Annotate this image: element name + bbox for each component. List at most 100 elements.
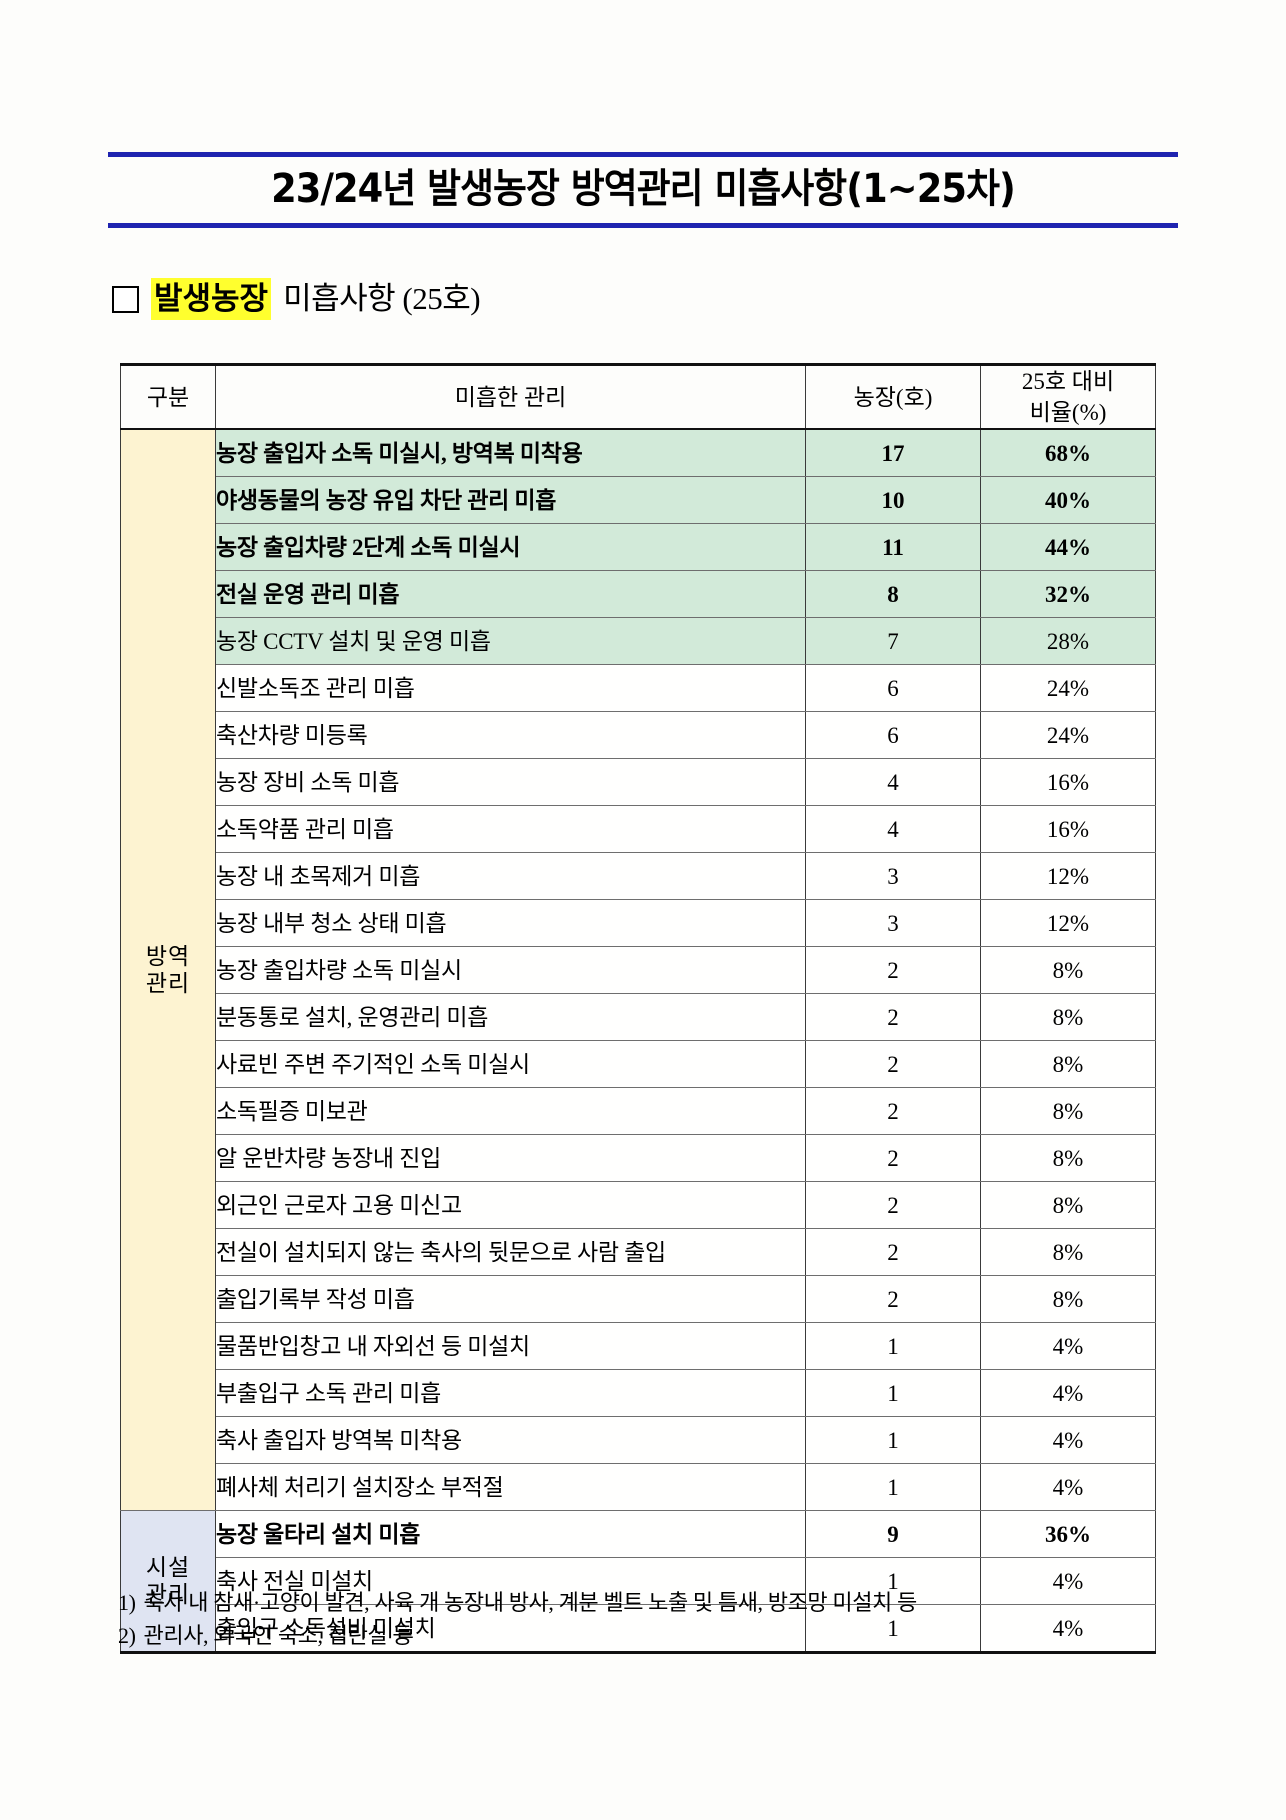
cell-farms: 10 [805,476,981,524]
cell-item: 외근인 근로자 고용 미신고 [215,1181,806,1229]
cell-farms: 1 [805,1604,981,1653]
cell-ratio: 24% [980,664,1156,712]
table-row: 폐사체 처리기 설치장소 부적절 1 4% [121,1463,1156,1511]
cell-farms: 1 [805,1416,981,1464]
footnotes: 1) 축사 내 참새·고양이 발견, 사육 개 농장내 방사, 계분 벨트 노출 … [118,1586,1178,1652]
cell-ratio: 8% [980,1040,1156,1088]
category-label-line1: 방역 [145,944,191,969]
category-label-line2: 관리 [145,971,191,996]
table-row: 신발소독조 관리 미흡 6 24% [121,664,1156,712]
cell-ratio: 8% [980,1228,1156,1276]
footnote-number: 2) [118,1623,136,1648]
cell-ratio: 12% [980,852,1156,900]
table-row: 시설 관리 농장 울타리 설치 미흡 9 36% [120,1510,1156,1653]
cell-ratio: 8% [980,993,1156,1041]
cell-farms: 2 [805,1087,981,1135]
cell-item: 부출입구 소독 관리 미흡 [215,1369,806,1417]
table-row: 출입기록부 작성 미흡 2 8% [121,1275,1156,1323]
footnote-text: 관리사, 외국인 숙소, 집란실 등 [143,1623,413,1648]
cell-item: 소독필증 미보관 [215,1087,806,1135]
header-ratio: 25호 대비 비율(%) [980,364,1156,430]
cell-farms: 4 [805,805,981,853]
cell-item: 농장 내부 청소 상태 미흡 [215,899,806,947]
cell-ratio: 8% [980,1087,1156,1135]
table-row: 농장 출입차량 소독 미실시 2 8% [121,946,1156,994]
cell-ratio: 16% [980,758,1156,806]
cell-ratio: 4% [980,1463,1156,1511]
table-row: 출입구 소독설비 미설치 1 4% [121,1604,1156,1653]
table-row: 소독필증 미보관 2 8% [121,1087,1156,1135]
subheading-highlight: 발생농장 [151,278,272,320]
category-label-line2: 관리 [145,1582,191,1607]
table-head: 구분 미흡한 관리 농장(호) 25호 대비 비율(%) [120,364,1156,430]
cell-farms: 1 [805,1557,981,1605]
table-row: 방역 관리 농장 출입자 소독 미실시, 방역복 미착용 17 68% [120,428,1156,1511]
cell-ratio: 28% [980,617,1156,665]
cell-item: 농장 CCTV 설치 및 운영 미흡 [215,617,806,665]
cell-farms: 17 [805,428,981,477]
cell-item: 전실 운영 관리 미흡 [215,570,806,618]
table-row: 외근인 근로자 고용 미신고 2 8% [121,1181,1156,1229]
deficiency-table: 구분 미흡한 관리 농장(호) 25호 대비 비율(%) 방역 관리 농장 출입자 … [120,363,1156,1654]
table-row: 축사 출입자 방역복 미착용 1 4% [121,1416,1156,1464]
title-block: 23/24년 발생농장 방역관리 미흡사항(1~25차) [108,152,1178,228]
cell-farms: 6 [805,664,981,712]
subheading-rest: 미흡사항 (25호) [283,281,481,316]
cell-item: 신발소독조 관리 미흡 [215,664,806,712]
category-cell-bangyeok: 방역 관리 [120,428,216,1511]
cell-ratio: 8% [980,1134,1156,1182]
cell-ratio: 68% [980,428,1156,477]
header-ratio-line1: 25호 대비 [1021,369,1115,394]
empty-square-icon [112,285,139,313]
cell-ratio: 4% [980,1322,1156,1370]
header-farms: 농장(호) [805,364,981,430]
cell-item: 소독약품 관리 미흡 [215,805,806,853]
deficiency-table-wrap: 구분 미흡한 관리 농장(호) 25호 대비 비율(%) 방역 관리 농장 출입자 … [120,363,1156,1654]
table-row: 사료빈 주변 주기적인 소독 미실시 2 8% [121,1040,1156,1088]
cell-farms: 1 [805,1322,981,1370]
table-row: 전실이 설치되지 않는 축사의 뒷문으로 사람 출입 2 8% [121,1228,1156,1276]
cell-item: 농장 출입자 소독 미실시, 방역복 미착용 [215,428,806,477]
cell-farms: 8 [805,570,981,618]
cell-farms: 2 [805,1275,981,1323]
cell-ratio: 8% [980,946,1156,994]
cell-farms: 2 [805,1181,981,1229]
footnote-line: 1) 축사 내 참새·고양이 발견, 사육 개 농장내 방사, 계분 벨트 노출 … [118,1586,1178,1619]
cell-farms: 2 [805,1134,981,1182]
cell-farms: 3 [805,899,981,947]
cell-item: 야생동물의 농장 유입 차단 관리 미흡 [215,476,806,524]
table-row: 부출입구 소독 관리 미흡 1 4% [121,1369,1156,1417]
cell-item: 축산차량 미등록 [215,711,806,759]
cell-farms: 11 [805,523,981,571]
table-row: 농장 내 초목제거 미흡 3 12% [121,852,1156,900]
cell-item: 물품반입창고 내 자외선 등 미설치 [215,1322,806,1370]
cell-ratio: 4% [980,1369,1156,1417]
footnote-line: 2) 관리사, 외국인 숙소, 집란실 등 [118,1619,1178,1652]
cell-ratio: 4% [980,1604,1156,1653]
cell-item: 출입구 소독설비 미설치 [215,1604,806,1653]
table-row: 전실 운영 관리 미흡 8 32% [121,570,1156,618]
table-row: 물품반입창고 내 자외선 등 미설치 1 4% [121,1322,1156,1370]
table-row: 농장 장비 소독 미흡 4 16% [121,758,1156,806]
table-header-row: 구분 미흡한 관리 농장(호) 25호 대비 비율(%) [120,364,1156,430]
category-cell-siseol: 시설 관리 [120,1510,216,1653]
cell-item: 농장 내 초목제거 미흡 [215,852,806,900]
table-row: 소독약품 관리 미흡 4 16% [121,805,1156,853]
cell-item: 농장 울타리 설치 미흡 [215,1510,806,1558]
cell-ratio: 32% [980,570,1156,618]
table-row: 농장 내부 청소 상태 미흡 3 12% [121,899,1156,947]
header-category: 구분 [120,364,216,430]
cell-farms: 6 [805,711,981,759]
cell-item: 폐사체 처리기 설치장소 부적절 [215,1463,806,1511]
cell-item: 농장 출입차량 소독 미실시 [215,946,806,994]
cell-farms: 2 [805,946,981,994]
header-ratio-line2: 비율(%) [1029,400,1107,425]
table-row: 축사 전실 미설치 1 4% [121,1557,1156,1605]
cell-farms: 7 [805,617,981,665]
cell-item: 전실이 설치되지 않는 축사의 뒷문으로 사람 출입 [215,1228,806,1276]
category-label-line1: 시설 [145,1555,191,1580]
cell-item: 농장 장비 소독 미흡 [215,758,806,806]
cell-item: 농장 출입차량 2단계 소독 미실시 [215,523,806,571]
footnote-number: 1) [118,1590,136,1615]
